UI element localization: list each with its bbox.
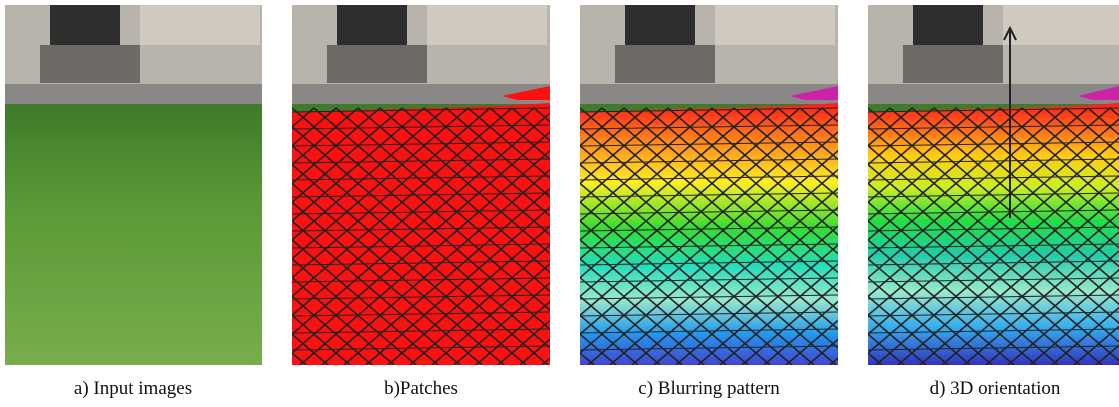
door — [50, 5, 120, 45]
pillar — [427, 5, 547, 45]
figure: a) Input images b)Patches c) Blurring pa… — [0, 0, 1119, 407]
steps — [327, 45, 427, 83]
panels — [0, 5, 1119, 365]
door — [625, 5, 695, 45]
pillar — [140, 5, 260, 45]
steps — [903, 45, 1003, 83]
caption: d) 3D orientation — [930, 378, 1061, 399]
steps — [615, 45, 715, 83]
pillar — [715, 5, 835, 45]
caption: c) Blurring pattern — [638, 378, 780, 399]
pillar — [1003, 5, 1119, 45]
door — [913, 5, 983, 45]
caption: a) Input images — [74, 378, 192, 399]
steps — [40, 45, 140, 83]
door — [337, 5, 407, 45]
image-panel — [5, 5, 262, 365]
grass — [5, 104, 262, 365]
caption: b)Patches — [384, 378, 458, 399]
